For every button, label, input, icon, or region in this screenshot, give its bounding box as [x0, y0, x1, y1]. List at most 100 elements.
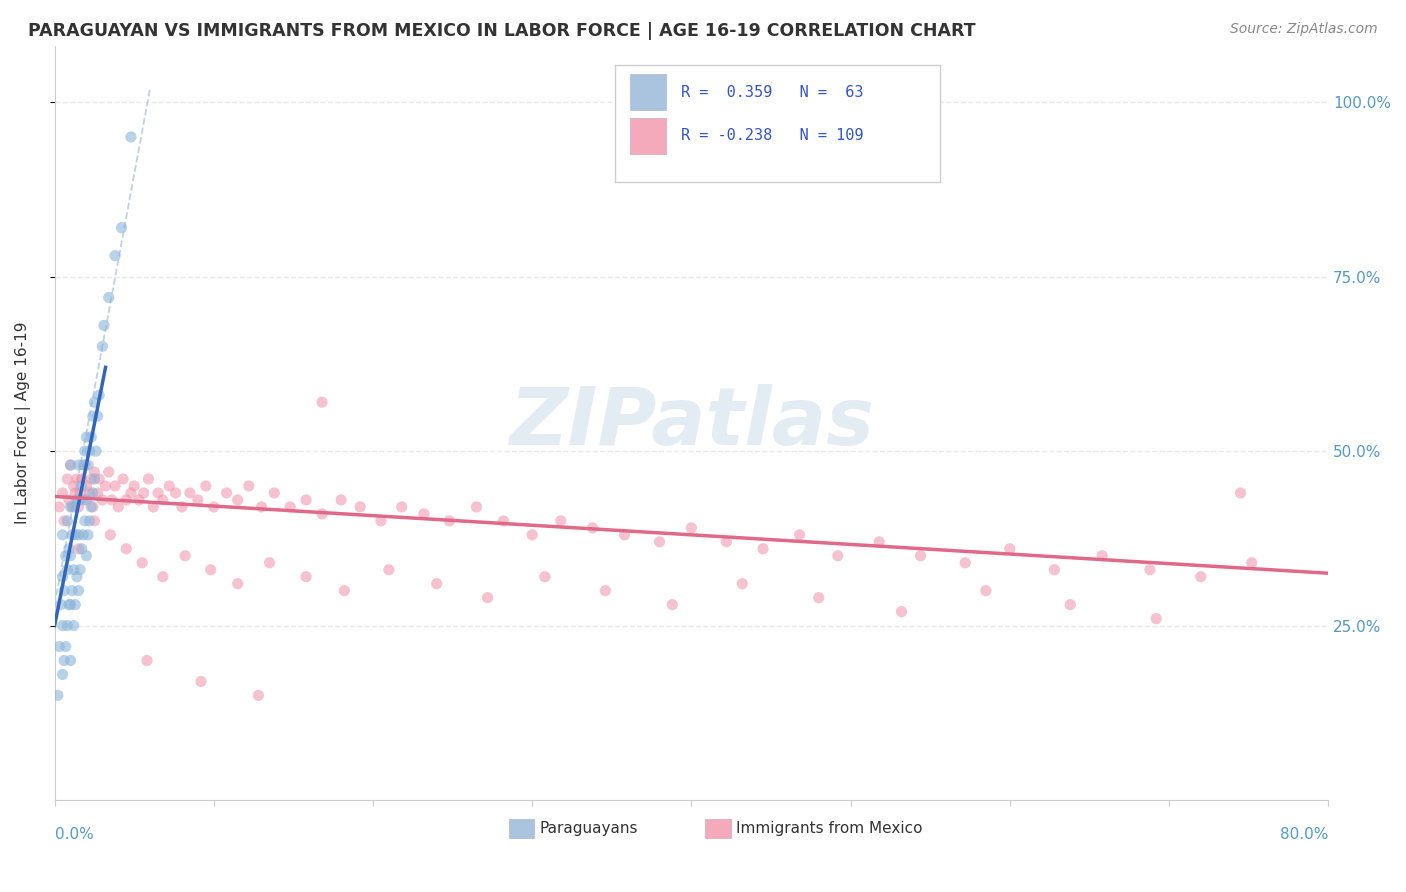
Bar [614, 65, 939, 182]
Point [82, 486, 104, 500]
Point [72, 458, 94, 472]
Point [120, 486, 142, 500]
Point [110, 220, 132, 235]
Point [165, 486, 187, 500]
Point [62, 618, 84, 632]
Point [67, 500, 90, 514]
Point [58, 541, 80, 556]
Point [890, 605, 912, 619]
Point [73, 514, 96, 528]
Point [1240, 556, 1263, 570]
Point [56, 563, 79, 577]
Point [69, 563, 91, 577]
Point [789, 528, 811, 542]
Point [1229, 486, 1251, 500]
Point [827, 549, 849, 563]
Point [52, 618, 75, 632]
Point [974, 583, 997, 598]
Point [179, 486, 201, 500]
Text: R =  0.359   N =  63: R = 0.359 N = 63 [681, 85, 863, 100]
Point [132, 486, 155, 500]
Point [70, 472, 93, 486]
Point [477, 591, 499, 605]
Point [80, 500, 103, 514]
Point [215, 486, 238, 500]
Point [104, 249, 127, 263]
Point [122, 479, 145, 493]
Text: Source: ZipAtlas.com: Source: ZipAtlas.com [1230, 22, 1378, 37]
Point [953, 556, 976, 570]
Point [48, 500, 70, 514]
Point [60, 500, 83, 514]
Point [648, 534, 671, 549]
Point [157, 479, 180, 493]
Point [75, 492, 97, 507]
Point [681, 521, 703, 535]
Point [202, 500, 225, 514]
Point [910, 549, 932, 563]
Point [56, 514, 79, 528]
Point [120, 130, 142, 145]
Point [79, 444, 101, 458]
Point [52, 528, 75, 542]
Point [595, 583, 617, 598]
Point [79, 486, 101, 500]
Point [1091, 549, 1114, 563]
Point [97, 291, 120, 305]
Point [259, 556, 281, 570]
Point [101, 492, 124, 507]
Point [62, 563, 84, 577]
Point [998, 541, 1021, 556]
Point [492, 514, 515, 528]
Point [187, 492, 209, 507]
Point [534, 570, 557, 584]
Point [295, 492, 318, 507]
Point [91, 492, 114, 507]
Point [716, 534, 738, 549]
Point [80, 472, 103, 486]
Point [136, 653, 159, 667]
Point [82, 409, 104, 424]
Point [97, 465, 120, 479]
Point [55, 640, 77, 654]
Point [56, 618, 79, 632]
Point [52, 486, 75, 500]
Point [807, 591, 830, 605]
Point [174, 549, 197, 563]
Point [146, 486, 169, 500]
Point [98, 528, 121, 542]
Point [1059, 598, 1081, 612]
Point [1144, 611, 1167, 625]
Point [94, 479, 117, 493]
Point [142, 500, 165, 514]
Point [53, 514, 76, 528]
Point [70, 541, 93, 556]
Point [330, 492, 353, 507]
Point [60, 583, 83, 598]
Point [75, 430, 97, 444]
Point [115, 492, 138, 507]
Point [83, 472, 105, 486]
Bar [630, 74, 666, 111]
Point [73, 444, 96, 458]
Point [582, 521, 605, 535]
Point [311, 395, 333, 409]
Point [613, 528, 636, 542]
Point [66, 570, 89, 584]
Point [49, 598, 72, 612]
Point [59, 549, 82, 563]
Point [89, 472, 111, 486]
Point [247, 689, 270, 703]
Point [752, 541, 775, 556]
Point [59, 653, 82, 667]
Bar [630, 118, 666, 154]
Point [70, 479, 93, 493]
Point [426, 576, 449, 591]
Point [69, 492, 91, 507]
Point [66, 472, 89, 486]
Point [72, 492, 94, 507]
Point [73, 458, 96, 472]
Point [75, 479, 97, 493]
Point [82, 500, 104, 514]
Point [413, 507, 436, 521]
